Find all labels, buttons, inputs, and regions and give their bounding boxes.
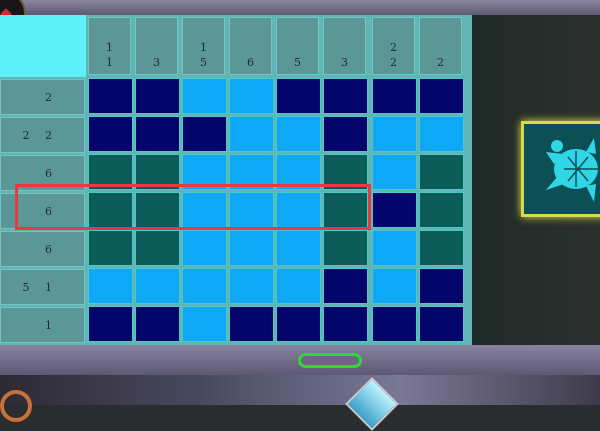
row-clue: 6 xyxy=(0,193,85,229)
clue-number: 2 xyxy=(390,56,397,69)
grid-cell[interactable] xyxy=(229,306,274,342)
row-clue: 6 xyxy=(0,231,85,267)
clue-number: 5 xyxy=(200,56,207,69)
grid-cell[interactable] xyxy=(88,78,133,114)
grid-cell[interactable] xyxy=(229,192,274,228)
grid-cell[interactable] xyxy=(419,268,464,304)
row-clue: 1 xyxy=(0,307,85,343)
grid-cell[interactable] xyxy=(135,192,180,228)
grid-cell[interactable] xyxy=(229,116,274,152)
clue-number: 3 xyxy=(341,56,348,69)
grid-cell[interactable] xyxy=(135,78,180,114)
row-highlight xyxy=(15,184,371,230)
grid-cell[interactable] xyxy=(419,116,464,152)
clue-number: 5 xyxy=(294,56,301,69)
grid-cell[interactable] xyxy=(182,268,227,304)
grid-cell[interactable] xyxy=(372,306,417,342)
grid-cell[interactable] xyxy=(323,230,368,266)
clue-number: 2 xyxy=(437,56,444,69)
grid-cell[interactable] xyxy=(323,268,368,304)
top-bar xyxy=(0,0,600,15)
grid-cell[interactable] xyxy=(276,306,321,342)
grid-cell[interactable] xyxy=(182,116,227,152)
grid-cell[interactable] xyxy=(419,230,464,266)
sea-turtle-icon xyxy=(546,138,598,202)
target-image-panel xyxy=(521,121,600,217)
grid-cell[interactable] xyxy=(323,78,368,114)
grid-cell[interactable] xyxy=(229,268,274,304)
grid-cell[interactable] xyxy=(88,268,133,304)
grid-cell[interactable] xyxy=(88,230,133,266)
clue-number: 6 xyxy=(247,56,254,69)
grid-cell[interactable] xyxy=(182,306,227,342)
grid-cell[interactable] xyxy=(323,306,368,342)
grid-cell[interactable] xyxy=(419,306,464,342)
grid-cell[interactable] xyxy=(372,192,417,228)
grid-cell[interactable] xyxy=(372,78,417,114)
grid-cell[interactable] xyxy=(182,192,227,228)
grid-cell[interactable] xyxy=(182,78,227,114)
grid-cell[interactable] xyxy=(182,230,227,266)
clue-number: 3 xyxy=(153,56,160,69)
grid-cell[interactable] xyxy=(372,230,417,266)
clue-number: 1 xyxy=(106,56,113,69)
grid-cell[interactable] xyxy=(88,306,133,342)
grid-cell[interactable] xyxy=(419,154,464,190)
column-clue: 3 xyxy=(135,17,178,75)
grid-cell[interactable] xyxy=(276,230,321,266)
column-clue: 2 xyxy=(419,17,462,75)
grid-cell[interactable] xyxy=(419,78,464,114)
row-clue: 2 2 xyxy=(0,117,85,153)
grid-cell[interactable] xyxy=(229,78,274,114)
ring-item[interactable] xyxy=(0,390,32,422)
column-clue: 5 xyxy=(276,17,319,75)
grid-cell[interactable] xyxy=(276,116,321,152)
grid-cell[interactable] xyxy=(276,268,321,304)
clue-number: 1 xyxy=(106,41,113,54)
grid-cell[interactable] xyxy=(372,116,417,152)
grid-cell[interactable] xyxy=(372,268,417,304)
grid-cell[interactable] xyxy=(419,192,464,228)
board-corner xyxy=(0,15,86,77)
grid-cell[interactable] xyxy=(135,306,180,342)
column-clue: 3 xyxy=(323,17,366,75)
scene-background xyxy=(0,375,600,405)
column-clue: 6 xyxy=(229,17,272,75)
grid-cell[interactable] xyxy=(135,116,180,152)
grid-cell[interactable] xyxy=(88,116,133,152)
grid-cell[interactable] xyxy=(323,192,368,228)
clue-number: 1 xyxy=(200,41,207,54)
clue-number: 2 xyxy=(390,41,397,54)
grid-cell[interactable] xyxy=(135,268,180,304)
grid-cell[interactable] xyxy=(135,230,180,266)
confirm-button[interactable] xyxy=(298,353,362,368)
grid-cell[interactable] xyxy=(229,230,274,266)
row-clue: 5 1 xyxy=(0,269,85,305)
grid-cell[interactable] xyxy=(323,116,368,152)
grid-cell[interactable] xyxy=(372,154,417,190)
row-clue: 2 xyxy=(0,79,85,115)
grid-cell[interactable] xyxy=(276,78,321,114)
